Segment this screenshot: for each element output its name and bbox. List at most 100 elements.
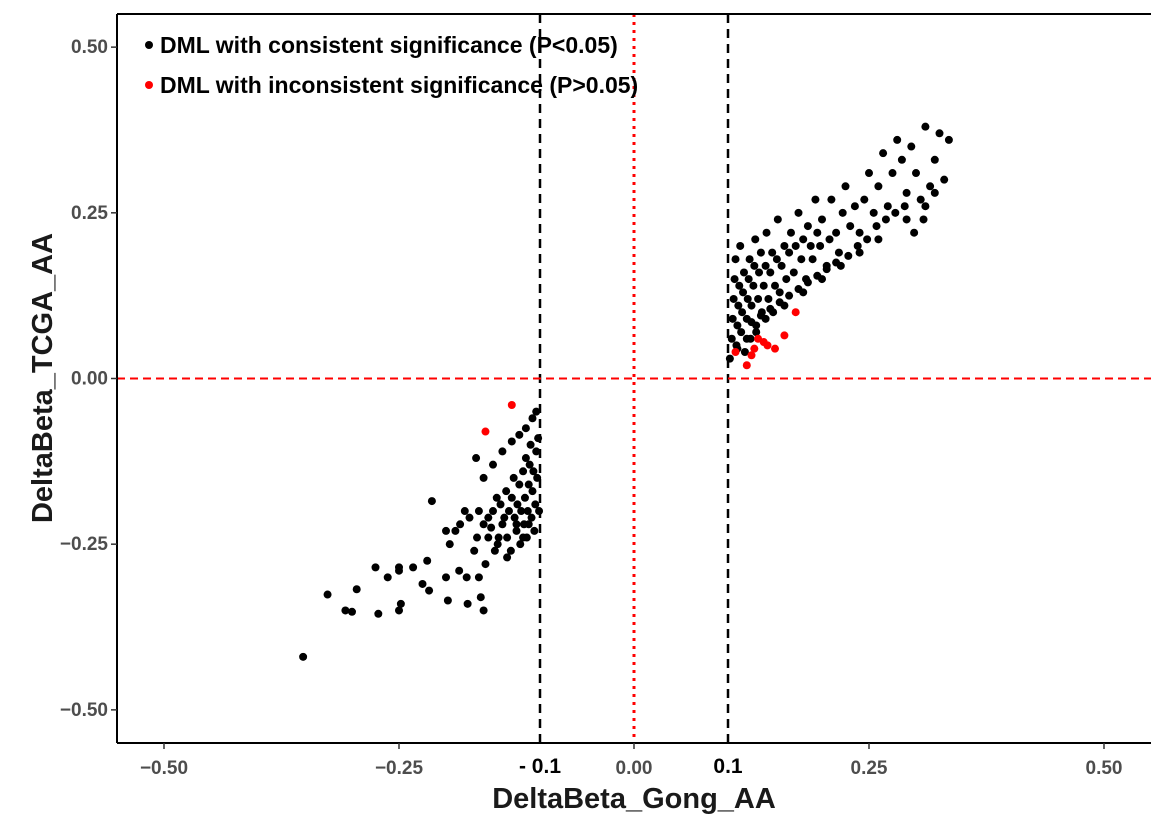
data-point-consistent (472, 454, 481, 463)
threshold-label: - 0.1 (519, 755, 561, 778)
data-point-consistent (500, 513, 509, 522)
data-point-consistent (818, 215, 826, 224)
data-point-consistent (524, 480, 533, 489)
data-point-consistent (789, 268, 798, 277)
data-point-consistent (872, 222, 881, 231)
data-point-consistent (761, 261, 770, 270)
data-point-consistent (832, 228, 841, 237)
data-point-consistent (503, 533, 512, 542)
data-point-consistent (900, 202, 909, 211)
y-tick-label: 0.50 (71, 37, 108, 58)
data-point-consistent (729, 294, 738, 303)
data-point-consistent (747, 318, 756, 327)
data-point-consistent (811, 195, 820, 204)
data-point-consistent (728, 314, 737, 323)
data-point-consistent (916, 195, 925, 204)
data-point-consistent (853, 241, 862, 250)
legend-marker (145, 81, 153, 89)
x-tick-label: 0.25 (851, 758, 888, 779)
data-point-consistent (846, 222, 855, 231)
data-point-consistent (494, 533, 503, 542)
data-point-consistent (919, 215, 928, 224)
x-tick-label: −0.25 (375, 758, 424, 779)
data-point-consistent (734, 301, 743, 310)
data-point-consistent (912, 169, 920, 178)
data-point-consistent (940, 175, 949, 184)
y-tick-label: −0.25 (60, 534, 109, 555)
data-point-consistent (806, 241, 815, 250)
data-point-consistent (756, 311, 765, 320)
data-point-inconsistent (507, 401, 516, 410)
data-point-consistent (395, 566, 403, 575)
data-point-consistent (750, 261, 759, 270)
data-point-consistent (803, 222, 812, 231)
data-point-consistent (762, 228, 771, 237)
data-point-consistent (860, 195, 869, 204)
y-axis-ticks: 0.50 0.25 0.00 −0.25 −0.50 (60, 37, 117, 721)
data-point-consistent (869, 208, 878, 217)
data-point-consistent (451, 526, 460, 535)
data-point-consistent (755, 268, 764, 277)
reference-lines (117, 14, 1151, 743)
x-tick-label: 0.00 (616, 758, 653, 779)
data-point-consistent (844, 251, 853, 260)
data-point-consistent (808, 255, 817, 264)
data-point-consistent (764, 294, 773, 303)
data-point-inconsistent (481, 427, 490, 436)
data-point-consistent (323, 590, 332, 599)
data-point-consistent (759, 281, 768, 290)
data-point-consistent (893, 135, 902, 144)
data-point-consistent (519, 533, 528, 542)
data-point-consistent (481, 560, 490, 569)
data-point-consistent (910, 228, 919, 237)
data-point-consistent (739, 288, 748, 297)
data-point-consistent (786, 228, 795, 237)
data-point-consistent (813, 228, 822, 237)
x-axis-ticks: −0.50 −0.25 0.00 0.25 0.50 (140, 743, 1122, 779)
data-point-consistent (489, 507, 497, 516)
data-point-consistent (529, 467, 538, 476)
data-point-consistent (737, 328, 746, 337)
data-point-consistent (474, 573, 483, 582)
data-point-consistent (427, 497, 436, 506)
data-point-consistent (395, 606, 403, 615)
data-point-consistent (902, 215, 911, 224)
threshold-labels: - 0.1 0.1 (519, 755, 743, 778)
data-point-consistent (513, 500, 522, 509)
data-point-consistent (521, 424, 530, 433)
data-point-consistent (874, 182, 883, 191)
data-point-consistent (479, 606, 488, 615)
data-point-consistent (803, 278, 812, 287)
data-point-consistent (944, 135, 953, 144)
data-point-consistent (533, 473, 542, 482)
data-point-consistent (766, 304, 775, 313)
data-point-consistent (479, 473, 488, 482)
data-point-consistent (473, 533, 482, 542)
data-point-consistent (383, 573, 392, 582)
legend-label: DML with inconsistent significance (P>0.… (160, 72, 638, 98)
data-point-consistent (785, 248, 794, 257)
data-point-consistent (891, 208, 900, 217)
data-point-consistent (530, 526, 539, 535)
data-point-consistent (874, 235, 883, 244)
data-point-consistent (935, 129, 944, 138)
data-point-consistent (445, 540, 454, 549)
data-point-consistent (902, 188, 911, 197)
data-point-consistent (510, 513, 519, 522)
x-axis-title: DeltaBeta_Gong_AA (492, 783, 776, 815)
data-point-consistent (528, 487, 537, 496)
data-point-consistent (484, 533, 493, 542)
data-point-consistent (535, 507, 544, 516)
data-point-consistent (863, 235, 872, 244)
data-point-consistent (463, 599, 472, 608)
data-point-consistent (493, 540, 502, 549)
data-point-consistent (739, 268, 748, 277)
data-point-consistent (813, 271, 822, 280)
data-point-consistent (794, 285, 803, 294)
data-point-consistent (771, 281, 779, 290)
data-point-consistent (730, 275, 739, 284)
y-axis-title: DeltaBeta_TCGA_AA (27, 233, 59, 523)
data-point-consistent (460, 507, 469, 516)
y-tick-label: −0.50 (60, 700, 108, 721)
data-point-consistent (470, 546, 479, 555)
